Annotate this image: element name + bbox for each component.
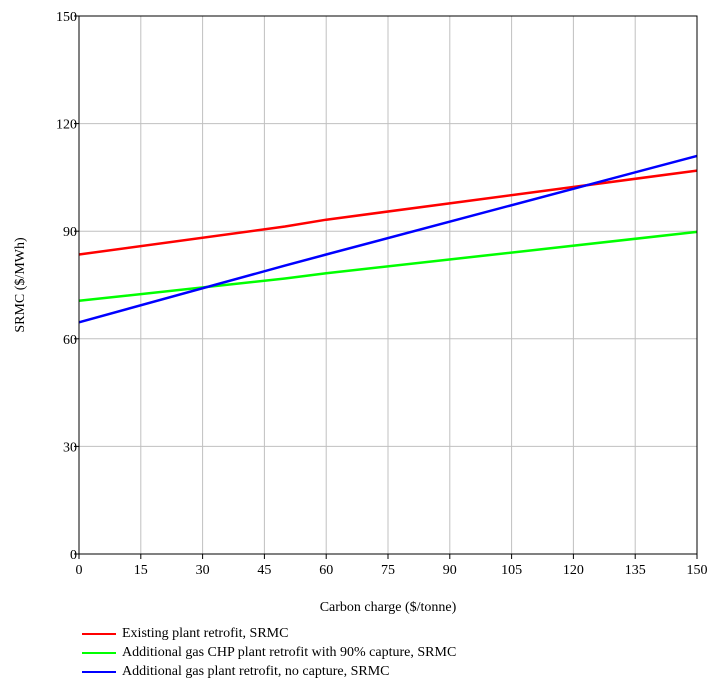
series-line-2 — [78, 230, 698, 303]
legend-label: Existing plant retrofit, SRMC — [122, 625, 289, 641]
series-line-3 — [78, 154, 698, 324]
y-tick-label: 30 — [63, 440, 77, 455]
y-tick-label: 120 — [56, 118, 77, 133]
tick-labels: 0 15 30 45 60 75 90 105 120 135 150 0 30 60 90 120 150 — [56, 10, 708, 578]
series-lines — [78, 154, 698, 324]
y-tick-label: 90 — [63, 225, 77, 240]
legend-swatch — [82, 632, 116, 635]
legend-swatch — [82, 651, 116, 654]
legend-item: Existing plant retrofit, SRMC — [82, 624, 456, 643]
x-tick-label: 30 — [196, 563, 210, 578]
legend-item: Additional gas CHP plant retrofit with 9… — [82, 643, 456, 662]
x-tick-label: 15 — [134, 563, 148, 578]
grid — [79, 16, 697, 554]
y-tick-label: 150 — [56, 10, 77, 25]
x-tick-label: 105 — [501, 563, 522, 578]
x-tick-label: 45 — [257, 563, 271, 578]
legend-label: Additional gas CHP plant retrofit with 9… — [122, 644, 457, 660]
x-tick-label: 150 — [687, 563, 708, 578]
chart-svg: 0 15 30 45 60 75 90 105 120 135 150 0 30 60 90 120 150 C… — [13, 10, 708, 615]
x-tick-label: 120 — [563, 563, 584, 578]
x-tick-label: 60 — [319, 563, 333, 578]
legend-swatch — [82, 670, 116, 673]
y-tick-label: 60 — [63, 333, 77, 348]
x-tick-label: 90 — [443, 563, 457, 578]
legend-label: Additional gas plant retrofit, no captur… — [122, 663, 390, 679]
x-tick-label: 0 — [76, 563, 83, 578]
y-tick-label: 0 — [70, 548, 77, 563]
legend: Existing plant retrofit, SRMC Additional… — [82, 624, 456, 681]
y-axis-label: SRMC ($/MWh) — [13, 237, 28, 333]
legend-item: Additional gas plant retrofit, no captur… — [82, 662, 456, 681]
series-line-1 — [78, 169, 698, 256]
x-tick-label: 75 — [381, 563, 395, 578]
x-tick-label: 135 — [625, 563, 646, 578]
x-axis-label: Carbon charge ($/tonne) — [320, 600, 457, 615]
